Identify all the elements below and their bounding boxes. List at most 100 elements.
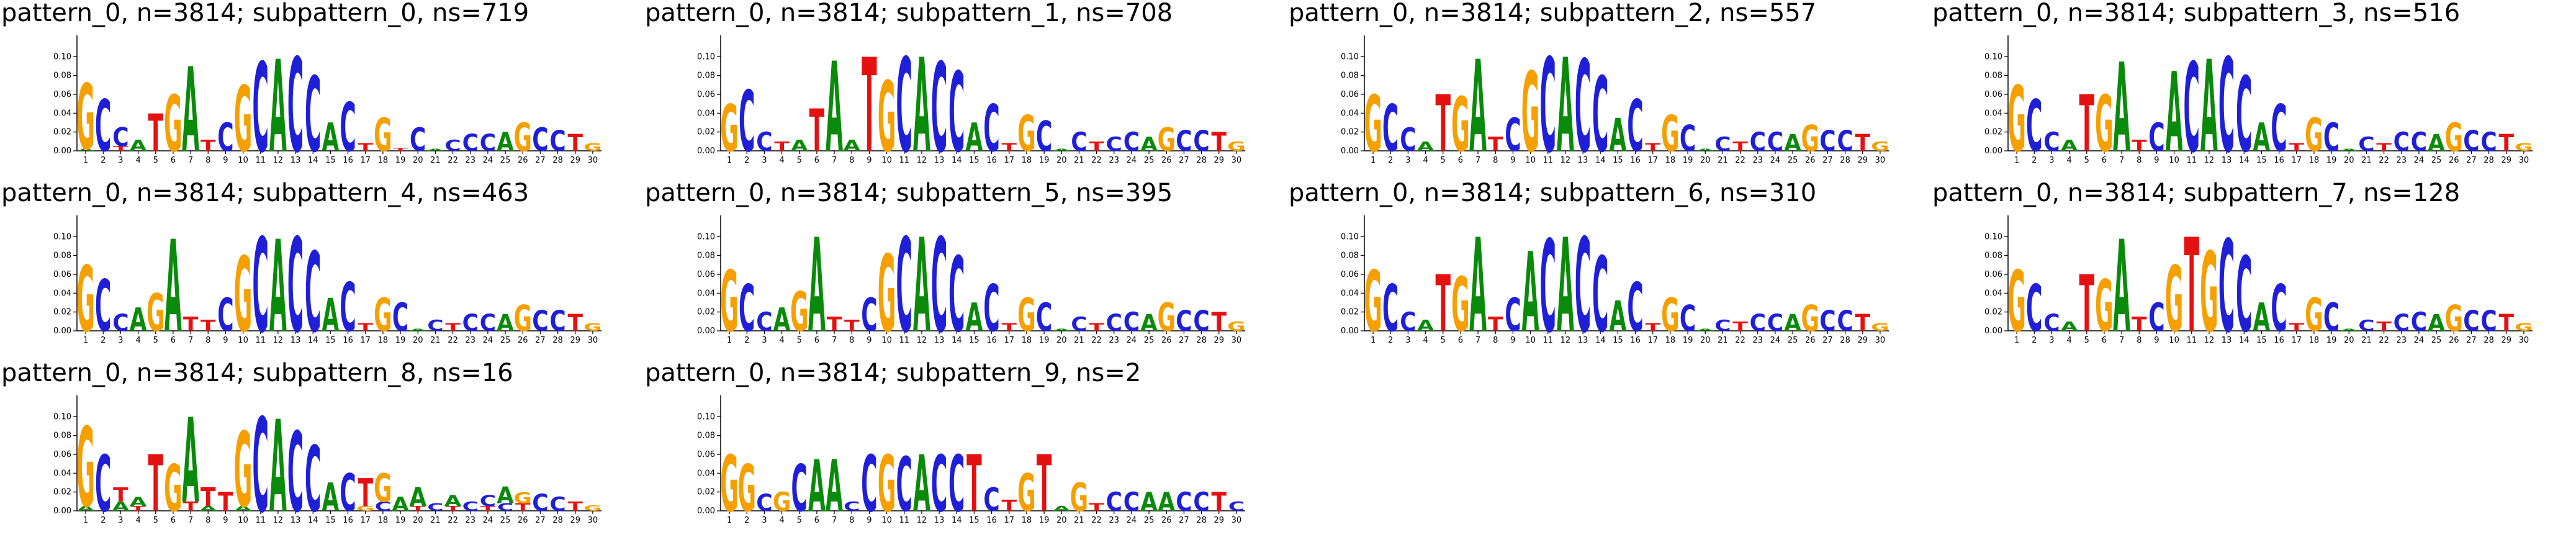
logo-letter-C: C bbox=[2411, 128, 2427, 158]
logo-letter-T: T bbox=[2376, 319, 2392, 334]
y-tick-label: 0.08 bbox=[697, 431, 715, 441]
logo-letter-T: T bbox=[2184, 212, 2199, 360]
logo-letter-C: C bbox=[1124, 128, 1140, 158]
x-tick-label: 4 bbox=[135, 336, 140, 345]
x-tick-label: 17 bbox=[1647, 336, 1658, 345]
x-tick-label: 26 bbox=[518, 516, 528, 525]
logo-letter-A: A bbox=[444, 492, 462, 510]
x-tick-label: 6 bbox=[814, 156, 819, 165]
logo-letter-A: A bbox=[1557, 32, 1574, 180]
logo-letter-T: T bbox=[183, 499, 199, 514]
x-tick-label: 14 bbox=[952, 516, 962, 525]
logo-panel: pattern_0, n=3814; subpattern_2, ns=557 0… bbox=[1289, 0, 1932, 180]
x-tick-label: 4 bbox=[2066, 336, 2071, 345]
logo-letter-G: G bbox=[2305, 109, 2323, 162]
x-tick-label: 12 bbox=[1560, 156, 1571, 165]
logo-letter-G: G bbox=[583, 322, 602, 334]
x-tick-label: 7 bbox=[2119, 336, 2124, 345]
logo-letter-C: C bbox=[2043, 128, 2060, 158]
logo-letter-T: T bbox=[1001, 497, 1017, 515]
x-tick-label: 10 bbox=[238, 156, 248, 165]
x-tick-label: 7 bbox=[2119, 156, 2124, 165]
logo-letter-C: C bbox=[2480, 128, 2497, 158]
logo-letter-C: C bbox=[480, 129, 496, 156]
logo-letter-A: A bbox=[2428, 309, 2445, 336]
x-tick-label: 22 bbox=[1091, 336, 1102, 345]
logo-letter-C: C bbox=[2043, 309, 2060, 336]
logo-letter-A: A bbox=[843, 137, 860, 155]
x-tick-label: 18 bbox=[2309, 156, 2320, 165]
x-tick-label: 27 bbox=[2466, 336, 2477, 345]
logo-letter-C: C bbox=[1750, 309, 1766, 336]
x-tick-label: 29 bbox=[1214, 336, 1224, 345]
logo-letter-A: A bbox=[2200, 34, 2218, 180]
logo-letter-T: T bbox=[445, 505, 461, 513]
logo-letter-C: C bbox=[1193, 125, 1209, 158]
y-tick-label: 0.06 bbox=[1341, 90, 1359, 99]
logo-letter-C: C bbox=[948, 236, 965, 356]
logo-letter-A: A bbox=[1696, 148, 1714, 151]
x-tick-label: 1 bbox=[2014, 156, 2019, 165]
y-tick-label: 0.04 bbox=[1984, 289, 2002, 298]
logo-letter-C: C bbox=[1837, 125, 1853, 158]
logo-letter-A: A bbox=[409, 328, 426, 331]
x-tick-label: 9 bbox=[1510, 336, 1515, 345]
logo-letter-C: C bbox=[462, 499, 479, 514]
x-tick-label: 1 bbox=[727, 516, 732, 525]
x-tick-label: 14 bbox=[308, 336, 318, 345]
panel-title: pattern_0, n=3814; subpattern_8, ns=16 bbox=[1, 359, 513, 387]
x-tick-label: 13 bbox=[934, 516, 945, 525]
logo-letter-C: C bbox=[305, 427, 321, 532]
y-tick-label: 0.02 bbox=[53, 128, 71, 137]
logo-letter-C: C bbox=[861, 439, 877, 529]
x-tick-label: 22 bbox=[448, 516, 458, 525]
x-tick-label: 27 bbox=[2466, 156, 2477, 165]
x-tick-label: 11 bbox=[255, 516, 266, 525]
logo-letter-A: A bbox=[497, 309, 514, 336]
logo-letter-C: C bbox=[2271, 92, 2287, 166]
x-tick-label: 27 bbox=[535, 156, 546, 165]
x-tick-label: 14 bbox=[1595, 336, 1606, 345]
logo-letter-C: C bbox=[305, 56, 321, 176]
logo-letter-C: C bbox=[1382, 92, 1398, 166]
logo-letter-A: A bbox=[1417, 317, 1434, 335]
logo-panel: pattern_0, n=3814; subpattern_6, ns=310 0… bbox=[1289, 179, 1932, 360]
x-tick-label: 11 bbox=[899, 516, 909, 525]
logo-letter-C: C bbox=[861, 289, 877, 342]
x-tick-label: 13 bbox=[290, 336, 301, 345]
x-tick-label: 9 bbox=[867, 156, 871, 165]
logo-letter-C: C bbox=[1575, 212, 1591, 360]
logo-letter-G: G bbox=[513, 489, 532, 507]
logo-letter-A: A bbox=[497, 128, 514, 158]
logo-letter-T: T bbox=[1089, 322, 1104, 334]
logo-letter-C: C bbox=[983, 92, 999, 166]
x-tick-label: 13 bbox=[1578, 156, 1588, 165]
logo-letter-T: T bbox=[2079, 79, 2094, 169]
x-tick-label: 11 bbox=[255, 336, 266, 345]
x-tick-label: 29 bbox=[1857, 336, 1868, 345]
logo-letter-C: C bbox=[1680, 298, 1696, 340]
logo-letter-C: C bbox=[95, 264, 111, 348]
x-tick-label: 4 bbox=[1423, 156, 1428, 165]
y-tick-label: 0.00 bbox=[53, 506, 71, 516]
x-tick-label: 22 bbox=[1091, 516, 1102, 525]
y-tick-label: 0.00 bbox=[697, 326, 715, 336]
logo-letter-A: A bbox=[1158, 488, 1175, 518]
panel-title: pattern_0, n=3814; subpattern_1, ns=708 bbox=[645, 0, 1173, 27]
logo-letter-C: C bbox=[375, 499, 391, 514]
logo-letter-T: T bbox=[844, 317, 860, 335]
logo-letter-A: A bbox=[130, 137, 147, 155]
logo-panel: pattern_0, n=3814; subpattern_1, ns=708 0… bbox=[645, 0, 1289, 180]
x-tick-label: 24 bbox=[2414, 156, 2425, 165]
y-tick-label: 0.08 bbox=[1984, 71, 2002, 81]
sequence-logo: 0.000.020.040.060.080.101 2 3 4 5 6 7 8 9 10 11 12 1… bbox=[53, 212, 602, 360]
x-tick-label: 24 bbox=[1127, 156, 1137, 165]
logo-letter-T: T bbox=[2498, 129, 2514, 156]
x-tick-label: 6 bbox=[2102, 156, 2107, 165]
x-tick-label: 6 bbox=[171, 336, 176, 345]
x-tick-label: 9 bbox=[223, 156, 228, 165]
sequence-logo: 0.000.020.040.060.080.101 2 3 4 5 6 7 8 9 10 11 12 1… bbox=[53, 392, 602, 540]
y-tick-label: 0.06 bbox=[697, 450, 715, 459]
logo-letter-G: G bbox=[356, 505, 375, 513]
x-tick-label: 25 bbox=[500, 516, 511, 525]
